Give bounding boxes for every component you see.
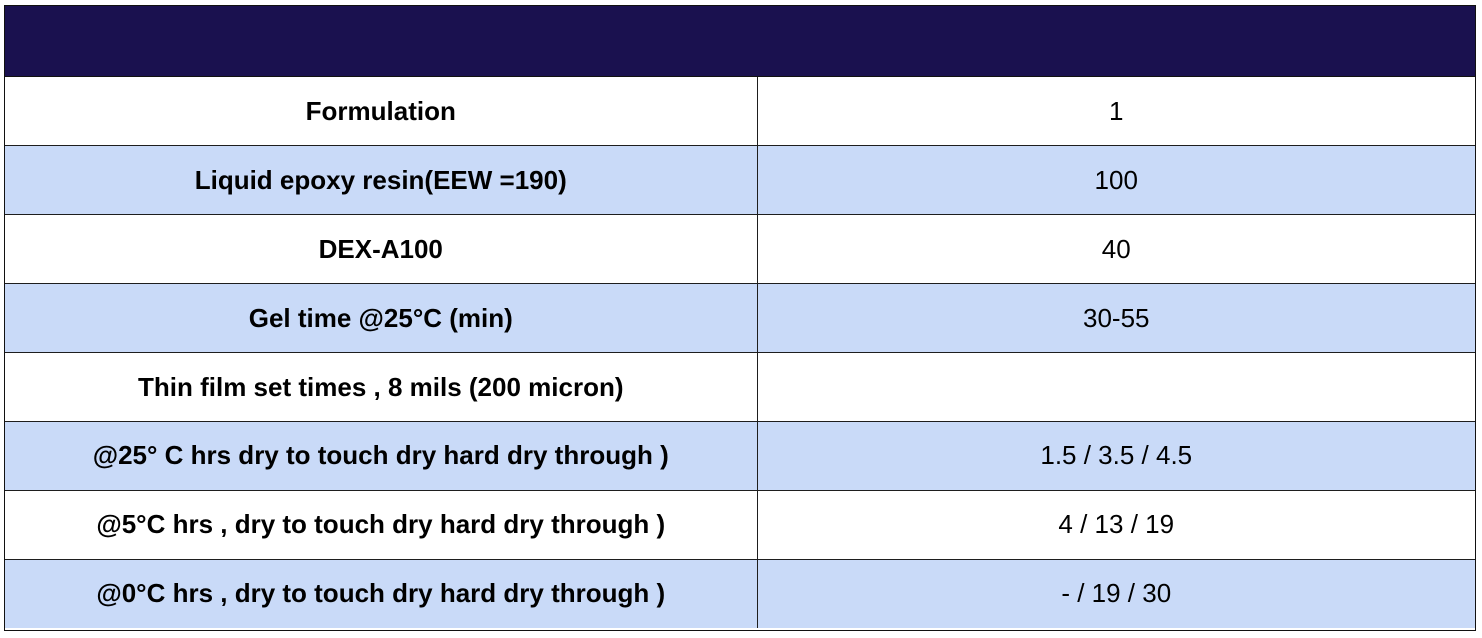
table-row: Liquid epoxy resin(EEW =190) 100 — [5, 145, 1475, 216]
table-header-band — [5, 6, 1475, 77]
row-label: @0°C hrs , dry to touch dry hard dry thr… — [5, 559, 758, 629]
row-value: 100 — [757, 145, 1475, 216]
table-row: @0°C hrs , dry to touch dry hard dry thr… — [5, 559, 1475, 629]
row-value: 1 — [757, 77, 1475, 147]
row-label: @5°C hrs , dry to touch dry hard dry thr… — [5, 490, 758, 560]
row-value: 40 — [757, 214, 1475, 285]
formulation-spec-table: Formulation 1 Liquid epoxy resin(EEW =19… — [5, 77, 1475, 629]
table-row: @5°C hrs , dry to touch dry hard dry thr… — [5, 490, 1475, 560]
row-label: Thin film set times , 8 mils (200 micron… — [5, 352, 758, 422]
row-label: DEX-A100 — [5, 214, 758, 285]
row-value: - / 19 / 30 — [757, 559, 1475, 629]
row-label: @25° C hrs dry to touch dry hard dry thr… — [5, 421, 758, 491]
row-value — [757, 352, 1475, 422]
table-row: Thin film set times , 8 mils (200 micron… — [5, 352, 1475, 422]
table-row: Gel time @25°C (min) 30-55 — [5, 283, 1475, 354]
table-row: Formulation 1 — [5, 77, 1475, 147]
row-value: 30-55 — [757, 283, 1475, 354]
row-value: 1.5 / 3.5 / 4.5 — [757, 421, 1475, 491]
spec-table-frame: Formulation 1 Liquid epoxy resin(EEW =19… — [4, 5, 1476, 631]
row-label: Formulation — [5, 77, 758, 147]
table-row: @25° C hrs dry to touch dry hard dry thr… — [5, 421, 1475, 491]
row-label: Gel time @25°C (min) — [5, 283, 758, 354]
row-label: Liquid epoxy resin(EEW =190) — [5, 145, 758, 216]
table-row: DEX-A100 40 — [5, 214, 1475, 285]
row-value: 4 / 13 / 19 — [757, 490, 1475, 560]
